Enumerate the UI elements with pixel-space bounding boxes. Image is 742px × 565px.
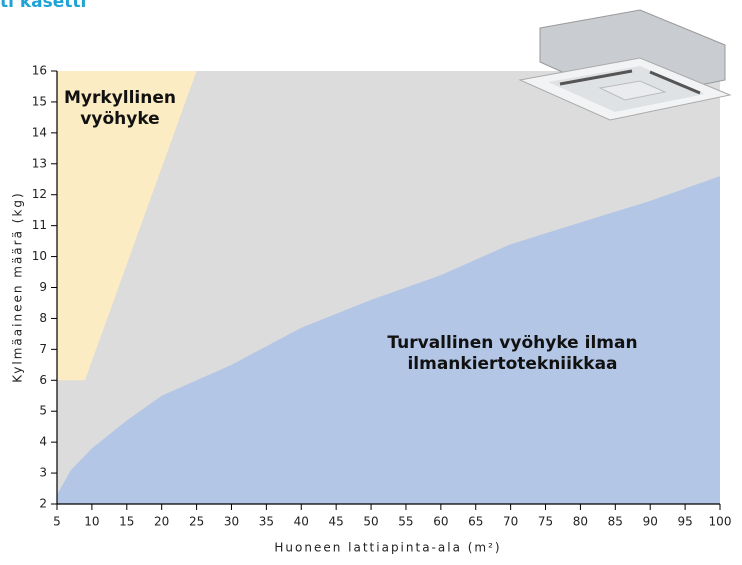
x-tick-label: 50 — [363, 515, 378, 529]
chart-title: ti kasetti — [0, 0, 86, 12]
y-tick-label: 12 — [32, 187, 47, 201]
zone-label: Myrkyllinen vyöhyke — [64, 88, 176, 129]
x-tick-label: 10 — [84, 515, 99, 529]
area — [57, 176, 720, 504]
y-tick-label: 2 — [39, 497, 47, 511]
x-tick-label: 30 — [224, 515, 239, 529]
x-tick-label: 15 — [119, 515, 134, 529]
zone-label: Turvallinen vyöhyke ilman ilmankiertotek… — [387, 333, 638, 374]
y-tick-label: 5 — [39, 404, 47, 418]
y-tick-label: 13 — [32, 156, 47, 170]
cassette-unit-image — [518, 9, 732, 121]
x-tick-label: 65 — [468, 515, 483, 529]
y-tick-label: 16 — [32, 64, 47, 78]
x-tick-label: 5 — [53, 515, 61, 529]
y-tick-label: 7 — [39, 342, 47, 356]
x-tick-label: 45 — [329, 515, 344, 529]
y-tick-label: 6 — [39, 373, 47, 387]
x-tick-label: 20 — [154, 515, 169, 529]
x-tick-label: 85 — [608, 515, 623, 529]
y-tick-label: 4 — [39, 435, 47, 449]
y-tick-label: 9 — [39, 280, 47, 294]
x-tick-label: 75 — [538, 515, 553, 529]
y-tick-label: 15 — [32, 94, 47, 108]
x-tick-label: 80 — [573, 515, 588, 529]
x-tick-label: 90 — [643, 515, 658, 529]
x-tick-label: 95 — [677, 515, 692, 529]
y-tick-label: 14 — [32, 125, 47, 139]
y-tick-label: 3 — [39, 466, 47, 480]
x-tick-label: 35 — [259, 515, 274, 529]
x-tick-label: 100 — [709, 515, 732, 529]
y-tick-label: 8 — [39, 311, 47, 325]
x-tick-label: 60 — [433, 515, 448, 529]
x-tick-label: 40 — [294, 515, 309, 529]
y-tick-label: 10 — [32, 249, 47, 263]
x-axis-label: Huoneen lattiapinta-ala (m²) — [274, 541, 501, 555]
y-axis-label: Kylmäaineen määrä (kg) — [11, 191, 25, 382]
x-tick-label: 25 — [189, 515, 204, 529]
area — [57, 71, 197, 381]
y-tick-label: 11 — [32, 218, 47, 232]
x-tick-label: 55 — [398, 515, 413, 529]
x-tick-label: 70 — [503, 515, 518, 529]
